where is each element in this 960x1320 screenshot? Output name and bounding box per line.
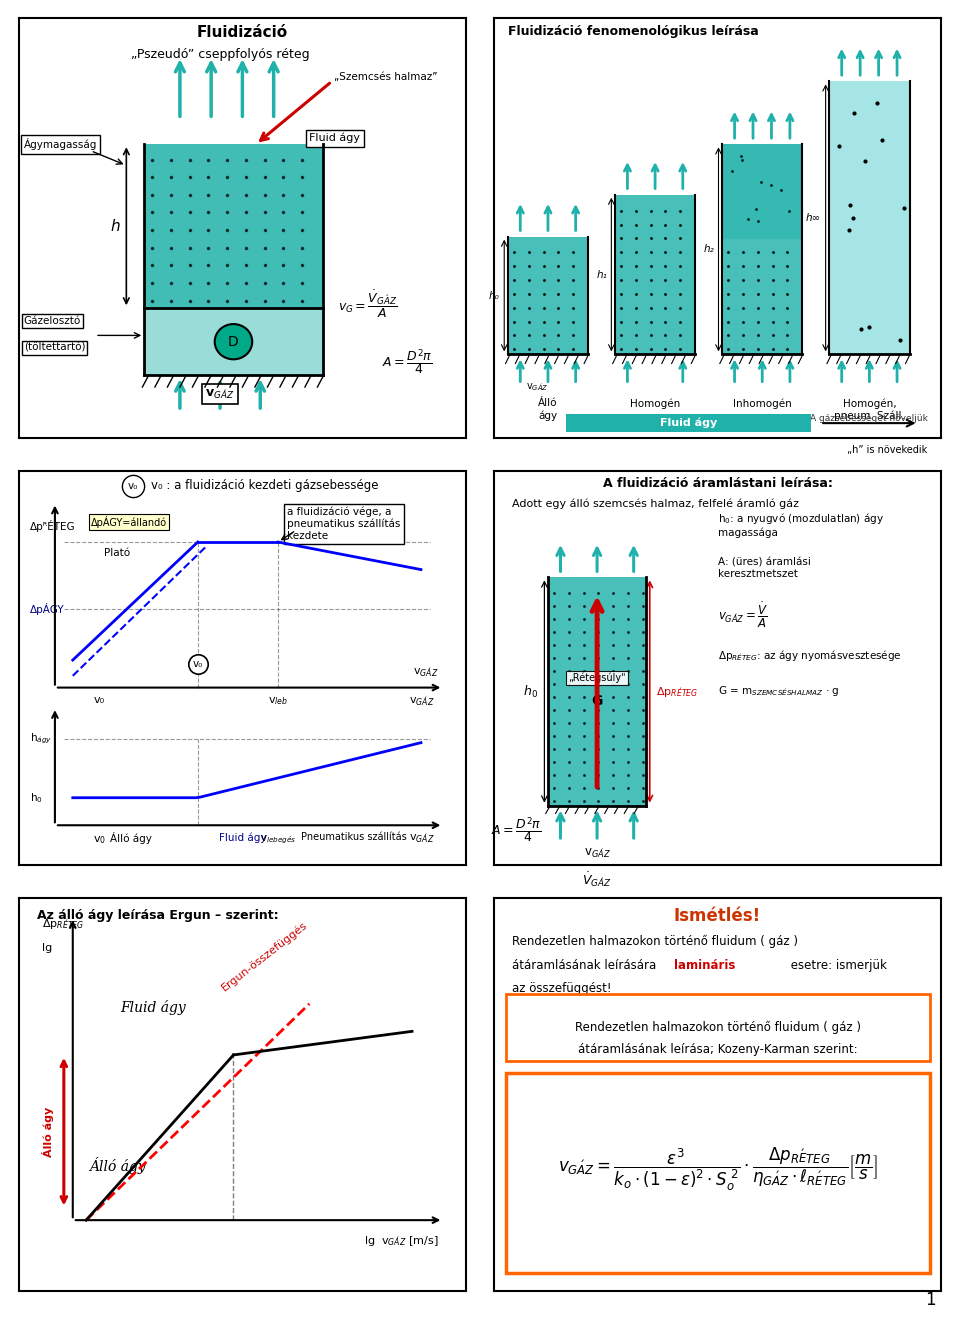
Text: „Rétegsúly": „Rétegsúly" (568, 672, 626, 682)
Text: A fluidizáció áramlástani leírása:: A fluidizáció áramlástani leírása: (603, 477, 832, 490)
Text: Ismétlés!: Ismétlés! (674, 907, 761, 925)
FancyBboxPatch shape (506, 994, 929, 1061)
Text: Δp$_{RÉTEG}$: Δp$_{RÉTEG}$ (656, 685, 699, 698)
Text: „h” is növekedik: „h” is növekedik (847, 445, 927, 454)
Text: $v_G = \dfrac{\dot{V}_{G\acute{A}Z}}{A}$: $v_G = \dfrac{\dot{V}_{G\acute{A}Z}}{A}$ (338, 288, 397, 319)
Text: Álló
ágy: Álló ágy (539, 399, 558, 421)
Text: Fluid ágy: Fluid ágy (120, 1001, 186, 1015)
Text: Pneumatikus szállítás: Pneumatikus szállítás (301, 833, 407, 842)
Polygon shape (722, 144, 803, 239)
Text: Fluid ágy: Fluid ágy (219, 833, 266, 843)
Text: ΔpÁGY: ΔpÁGY (31, 603, 65, 615)
Text: A: (üres) áramlási
keresztmetszet: A: (üres) áramlási keresztmetszet (718, 558, 810, 579)
Text: v₀: v₀ (94, 696, 105, 705)
Text: Homogén: Homogén (630, 399, 681, 409)
Text: Plató: Plató (104, 548, 131, 558)
Text: h₁: h₁ (596, 269, 607, 280)
Text: Az álló ágy leírása Ergun – szerint:: Az álló ágy leírása Ergun – szerint: (37, 909, 278, 923)
Text: v₀: v₀ (128, 482, 138, 491)
Text: átáramlásának leírására: átáramlásának leírására (513, 958, 660, 972)
Text: Inhomogén: Inhomogén (732, 399, 792, 409)
Text: Fluidizáció fenomenológikus leírása: Fluidizáció fenomenológikus leírása (508, 25, 758, 38)
Text: Fluid ágy: Fluid ágy (660, 418, 717, 429)
Text: v$_{GÁZ}$: v$_{GÁZ}$ (205, 388, 234, 401)
Text: az összefüggést!: az összefüggést! (513, 982, 612, 995)
Text: „Pszeudó” cseppfolyós réteg: „Pszeudó” cseppfolyós réteg (131, 48, 309, 61)
Text: h$_0$: h$_0$ (523, 684, 539, 700)
Text: A gázsebességet növeljük: A gázsebességet növeljük (810, 413, 928, 424)
Text: ΔpÁGY=állandó: ΔpÁGY=állandó (90, 516, 167, 528)
Text: Ergun-összefüggés: Ergun-összefüggés (220, 920, 310, 994)
Text: $\dot{V}_{GÁZ}$: $\dot{V}_{GÁZ}$ (583, 870, 612, 890)
Text: „Szemcsés halmaz”: „Szemcsés halmaz” (334, 73, 438, 82)
Text: a fluidizáció vége, a
pneumatikus szállítás
kezdete: a fluidizáció vége, a pneumatikus szállí… (287, 507, 400, 541)
Text: G: G (591, 694, 603, 709)
Text: $A = \dfrac{D^2\pi}{4}$: $A = \dfrac{D^2\pi}{4}$ (492, 816, 542, 845)
Text: v$_{GÁZ}$: v$_{GÁZ}$ (414, 667, 439, 680)
Text: G = m$_{SZEMCSÉS HALMAZ}$ · g: G = m$_{SZEMCSÉS HALMAZ}$ · g (718, 684, 839, 698)
Text: Álló ágy: Álló ágy (42, 1106, 54, 1156)
Text: $v_{GÁZ} = \dfrac{\dot{V}}{A}$: $v_{GÁZ} = \dfrac{\dot{V}}{A}$ (718, 601, 768, 630)
Circle shape (215, 325, 252, 359)
Text: 1: 1 (925, 1291, 936, 1309)
Text: Adott egy álló szemcsés halmaz, felfelé áramló gáz: Adott egy álló szemcsés halmaz, felfelé … (513, 499, 800, 510)
Text: (töltettartó): (töltettartó) (24, 343, 85, 352)
Text: v$_{GÁZ}$: v$_{GÁZ}$ (525, 381, 548, 393)
Text: Δp$_{RÉTEG}$: Δp$_{RÉTEG}$ (41, 917, 84, 932)
FancyBboxPatch shape (565, 414, 811, 432)
Text: h: h (110, 219, 120, 234)
Polygon shape (615, 195, 695, 354)
Polygon shape (508, 236, 588, 354)
Text: Gázelosztó: Gázelosztó (24, 315, 81, 326)
Text: Álló ágy: Álló ágy (109, 833, 152, 845)
Text: $A = \dfrac{D^2\pi}{4}$: $A = \dfrac{D^2\pi}{4}$ (382, 348, 433, 378)
Text: $v_{G\acute{A}Z} = \dfrac{\varepsilon^3}{k_o \cdot (1-\varepsilon)^2 \cdot S_o^{: $v_{G\acute{A}Z} = \dfrac{\varepsilon^3}… (558, 1146, 877, 1193)
Text: h$_{ágy}$: h$_{ágy}$ (31, 731, 53, 746)
Text: v$_0$: v$_0$ (93, 834, 107, 846)
Text: lamináris: lamináris (674, 958, 735, 972)
Text: v$_{leb}$: v$_{leb}$ (268, 696, 288, 708)
Polygon shape (144, 144, 323, 308)
Text: esetre: ismerjük: esetre: ismerjük (787, 958, 887, 972)
Text: h₂: h₂ (704, 244, 714, 255)
Text: v$_{lebegés}$: v$_{lebegés}$ (260, 834, 297, 846)
Text: Rendezetlen halmazokon történő fluidum ( gáz ): Rendezetlen halmazokon történő fluidum (… (513, 935, 799, 948)
Text: Rendezetlen halmazokon történő fluidum ( gáz ): Rendezetlen halmazokon történő fluidum (… (575, 1020, 860, 1034)
Polygon shape (144, 308, 323, 375)
Text: Ágymagasság: Ágymagasság (24, 139, 97, 150)
Polygon shape (548, 577, 646, 805)
Text: ΔpᴿÉTEG: ΔpᴿÉTEG (31, 520, 76, 532)
Text: h$_0$: a nyugvó (mozdulatlan) ágy
magassága: h$_0$: a nyugvó (mozdulatlan) ágy magass… (718, 511, 883, 537)
Text: h₀: h₀ (489, 290, 500, 301)
Text: D: D (228, 335, 239, 348)
Text: lg  v$_{GÁZ}$ [m/s]: lg v$_{GÁZ}$ [m/s] (364, 1234, 439, 1247)
Text: v₀: v₀ (193, 659, 203, 669)
Polygon shape (722, 144, 803, 354)
Text: lg: lg (41, 942, 52, 953)
FancyBboxPatch shape (506, 1073, 929, 1274)
Text: v$_{GÁZ}$: v$_{GÁZ}$ (409, 833, 434, 846)
Text: h∞: h∞ (805, 213, 821, 223)
Text: Fluid ágy: Fluid ágy (309, 133, 360, 144)
Text: v₀ : a fluidizáció kezdeti gázsebessége: v₀ : a fluidizáció kezdeti gázsebessége (151, 479, 378, 492)
Text: v$_{GÁZ}$: v$_{GÁZ}$ (584, 847, 611, 861)
Text: h$_0$: h$_0$ (31, 791, 43, 805)
Text: Álló ágy: Álló ágy (89, 1156, 146, 1173)
Text: Fluidizáció: Fluidizáció (197, 25, 288, 40)
Polygon shape (829, 82, 909, 354)
Text: Δp$_{RÉTEG}$: az ágy nyomásvesztesége: Δp$_{RÉTEG}$: az ágy nyomásvesztesége (718, 648, 901, 663)
Text: átáramlásának leírása; Kozeny-Karman szerint:: átáramlásának leírása; Kozeny-Karman sze… (578, 1043, 857, 1056)
Text: Homogén,
pneum. Száll.: Homogén, pneum. Száll. (834, 399, 905, 421)
Text: v$_{GÁZ}$: v$_{GÁZ}$ (409, 696, 434, 709)
